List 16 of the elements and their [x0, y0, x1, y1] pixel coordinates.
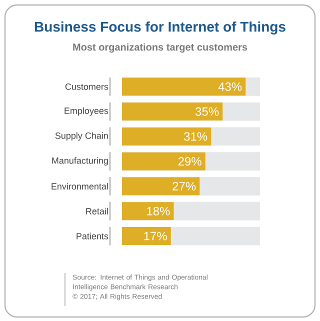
y-tick-label: Environmental [52, 182, 108, 190]
y-tick-label: Patients [76, 232, 108, 240]
y-tick-label: Customers [65, 83, 108, 90]
data-label: 29% [178, 157, 202, 166]
data-label: 18% [147, 206, 170, 216]
data-label: 43% [218, 82, 242, 91]
y-tick-label: Manufacturing [52, 157, 108, 166]
data-label: 17% [144, 232, 167, 240]
data-label: 31% [184, 132, 208, 141]
data-label: 35% [196, 107, 219, 116]
chart-title: Business Focus for Internet of Things [34, 21, 286, 35]
data-label: 27% [172, 182, 196, 190]
chart-subtitle: Most organizations target customers [73, 43, 248, 53]
y-tick-label: Supply Chain [55, 132, 108, 141]
y-tick-label: Retail [86, 208, 108, 214]
y-tick-label: Employees [64, 107, 108, 116]
